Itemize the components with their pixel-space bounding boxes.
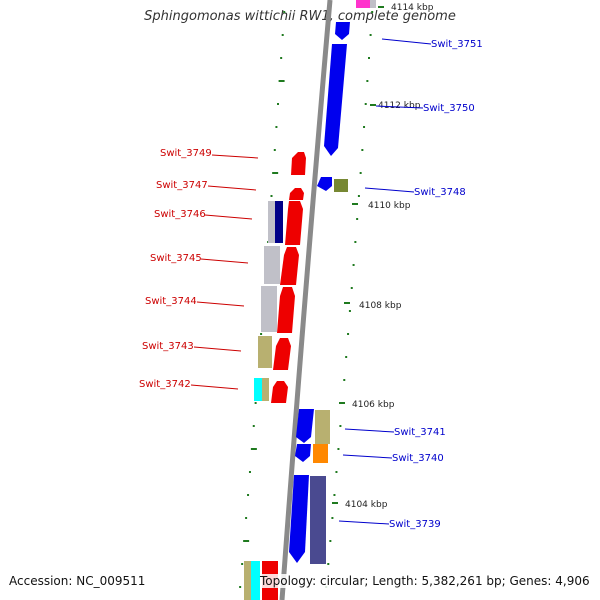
feature-swit-3747[interactable] xyxy=(289,188,304,200)
scale-label-4112: 4112 kbp xyxy=(378,101,421,111)
label-swit-3741[interactable]: Swit_3741 xyxy=(394,427,446,438)
leader-swit-3747 xyxy=(207,185,257,191)
feature-swit-3749[interactable] xyxy=(291,152,306,175)
leader-swit-3748 xyxy=(364,187,415,193)
feature-silver-top[interactable] xyxy=(370,0,376,8)
leader-swit-3739 xyxy=(338,520,390,525)
gene-labels: Swit_3751 Swit_3750 Swit_3749 Swit_3748 … xyxy=(139,38,483,530)
label-swit-3747[interactable]: Swit_3747 xyxy=(156,180,208,191)
feature-swit-3748-olive[interactable] xyxy=(334,179,348,192)
feature-swit-3740-blue[interactable] xyxy=(295,444,311,462)
leader-swit-3745 xyxy=(200,258,249,264)
label-swit-3751[interactable]: Swit_3751 xyxy=(431,39,483,50)
leader-swit-3746 xyxy=(204,214,253,220)
feature-swit-3741-blue[interactable] xyxy=(296,409,314,443)
feature-swit-3742[interactable] xyxy=(271,381,288,403)
leader-swit-3749 xyxy=(211,154,259,159)
label-swit-3746[interactable]: Swit_3746 xyxy=(154,209,206,220)
leader-swit-3740 xyxy=(342,454,393,459)
scale-label-4114: 4114 kbp xyxy=(391,3,434,13)
feature-swit-3741-khaki[interactable] xyxy=(315,410,330,444)
leader-swit-3751 xyxy=(381,38,432,45)
label-swit-3743[interactable]: Swit_3743 xyxy=(142,341,194,352)
feature-swit-3745-silver[interactable] xyxy=(264,246,280,284)
label-swit-3748[interactable]: Swit_3748 xyxy=(414,187,466,198)
genome-backbone xyxy=(279,0,333,600)
feature-swit-3742-cyan[interactable] xyxy=(254,378,262,401)
feature-swit-3739-blue[interactable] xyxy=(289,475,309,563)
feature-track xyxy=(244,0,376,600)
feature-swit-3744-silver[interactable] xyxy=(261,286,277,332)
feature-swit-3746-navy[interactable] xyxy=(275,201,283,243)
label-swit-3744[interactable]: Swit_3744 xyxy=(145,296,197,307)
leader-swit-3744 xyxy=(196,301,245,307)
feature-magenta-top[interactable] xyxy=(356,0,370,8)
feature-swit-3746[interactable] xyxy=(285,201,303,245)
label-swit-3745[interactable]: Swit_3745 xyxy=(150,253,202,264)
accession-label: Accession: NC_009511 xyxy=(9,574,146,588)
feature-swit-3744[interactable] xyxy=(277,287,295,333)
label-swit-3749[interactable]: Swit_3749 xyxy=(160,148,212,159)
feature-swit-3743-khaki[interactable] xyxy=(258,336,272,368)
scale-labels: 4114 kbp 4112 kbp 4110 kbp 4108 kbp 4106… xyxy=(332,3,434,510)
feature-cyan-bottom[interactable] xyxy=(251,561,260,600)
leader-swit-3743 xyxy=(193,346,242,352)
label-swit-3740[interactable]: Swit_3740 xyxy=(392,453,444,464)
feature-swit-3743[interactable] xyxy=(273,338,291,370)
feature-swit-3742-khaki[interactable] xyxy=(262,378,269,401)
scale-label-4104: 4104 kbp xyxy=(345,500,388,510)
map-title: Sphingomonas wittichii RW1, complete gen… xyxy=(144,9,456,24)
scale-label-4106: 4106 kbp xyxy=(352,400,395,410)
feature-khaki-bottom[interactable] xyxy=(244,561,251,600)
leader-swit-3741 xyxy=(344,428,395,433)
label-swit-3750[interactable]: Swit_3750 xyxy=(423,103,475,114)
feature-swit-3748-blue[interactable] xyxy=(317,177,332,191)
feature-swit-3745[interactable] xyxy=(280,247,299,285)
feature-swit-3750[interactable] xyxy=(324,44,347,156)
feature-swit-3739-slate[interactable] xyxy=(310,476,326,564)
scale-label-4108: 4108 kbp xyxy=(359,301,402,311)
leader-swit-3742 xyxy=(190,384,239,390)
feature-swit-3740-orange[interactable] xyxy=(313,444,328,463)
label-swit-3742[interactable]: Swit_3742 xyxy=(139,379,191,390)
feature-swit-3746-silver[interactable] xyxy=(268,201,275,243)
scale-label-4110: 4110 kbp xyxy=(368,201,411,211)
genome-summary: Topology: circular; Length: 5,382,261 bp… xyxy=(260,574,590,588)
leader-swit-3750 xyxy=(375,105,424,109)
feature-swit-3751[interactable] xyxy=(335,22,350,40)
label-swit-3739[interactable]: Swit_3739 xyxy=(389,519,441,530)
